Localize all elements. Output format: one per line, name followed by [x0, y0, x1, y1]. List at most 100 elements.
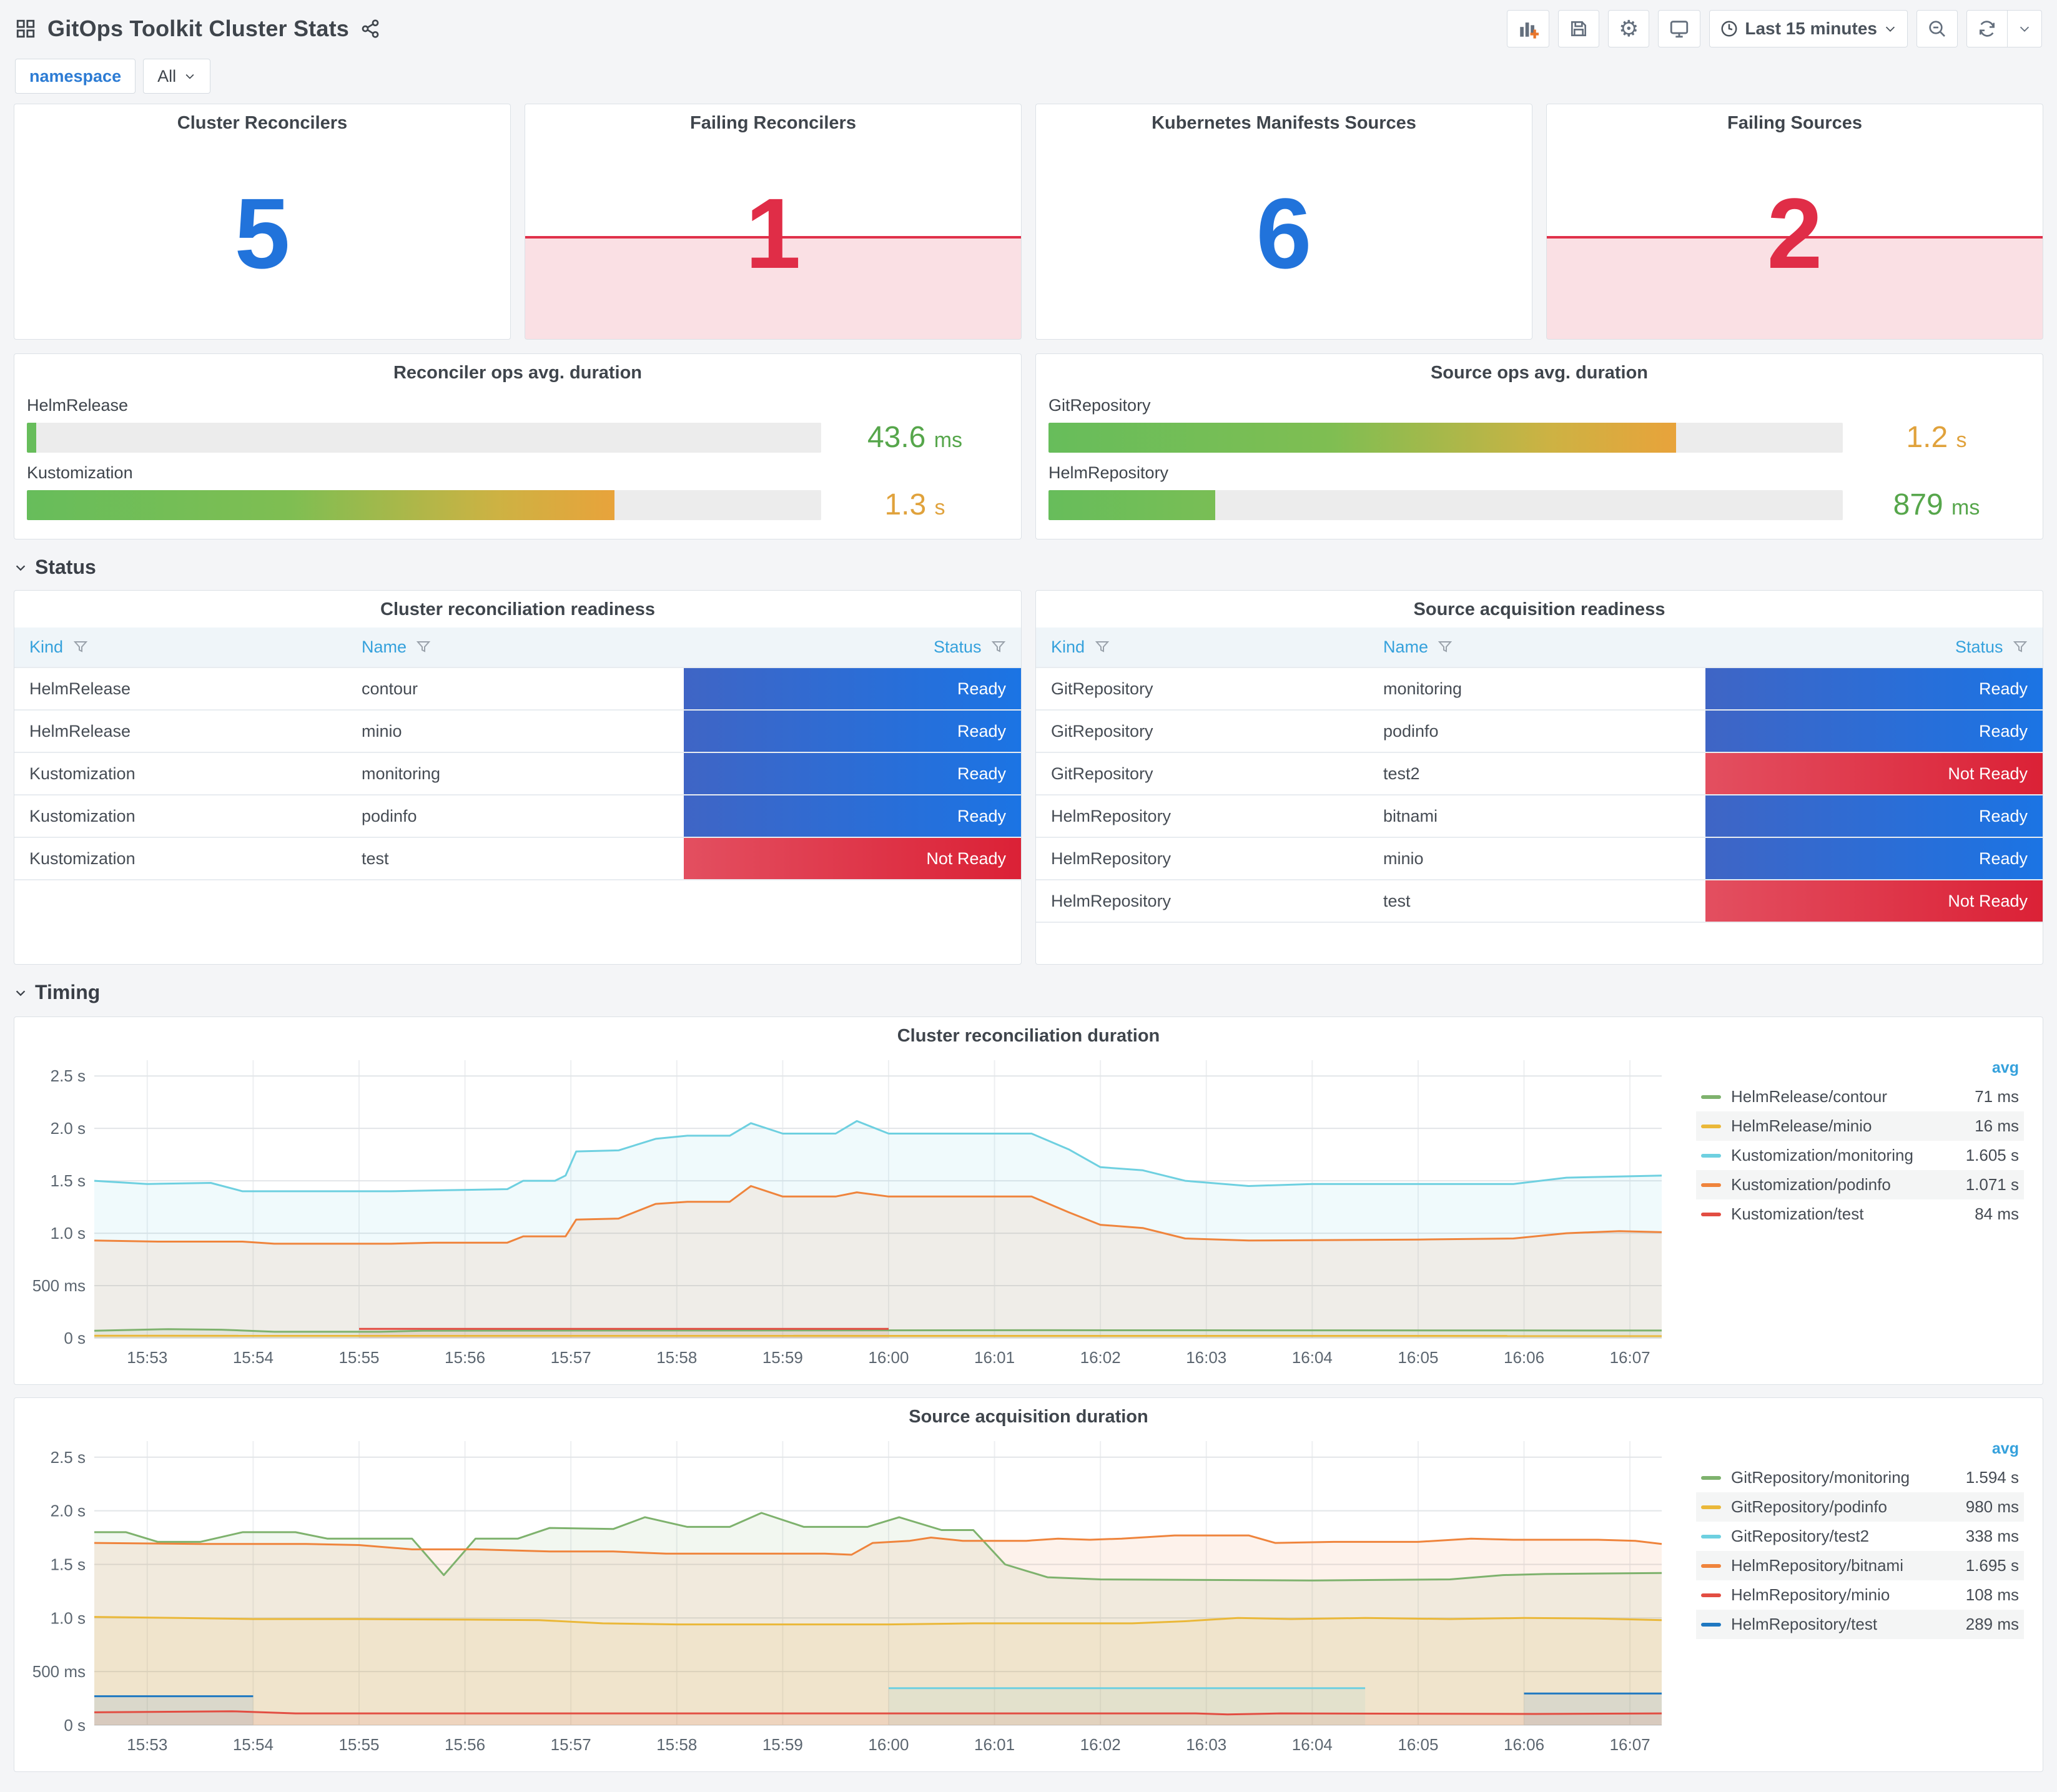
section-timing[interactable]: Timing [14, 981, 2043, 1004]
series-avg-value: 1.594 s [1965, 1468, 2019, 1487]
timeseries-plot[interactable]: 0 s 500 ms 1.0 s 1.5 s 2.0 s 2.5 s 15:53 15:54 1… [21, 1050, 1696, 1372]
series-color-marker [1701, 1475, 1721, 1480]
variable-namespace-label: namespace [15, 59, 136, 94]
apps-grid-icon[interactable] [15, 18, 36, 39]
svg-text:15:55: 15:55 [338, 1735, 379, 1754]
column-header-kind[interactable]: Kind [1036, 628, 1368, 667]
table-row: HelmRepository test Not Ready [1036, 879, 2043, 923]
dashboard-header: GitOps Toolkit Cluster Stats ⚙ [14, 0, 2043, 54]
legend-item[interactable]: HelmRelease/minio 16 ms [1696, 1111, 2024, 1141]
legend-item[interactable]: HelmRepository/minio 108 ms [1696, 1580, 2024, 1610]
series-color-marker [1701, 1095, 1721, 1099]
filter-icon[interactable] [2013, 639, 2028, 654]
panel-title: Cluster reconciliation readiness [380, 599, 655, 619]
svg-text:16:01: 16:01 [974, 1735, 1015, 1754]
status-badge: Ready [683, 668, 1021, 709]
cell-kind: HelmRelease [14, 709, 347, 753]
chart-cluster-reconciliation-duration[interactable]: Cluster reconciliation duration 0 s 500 m… [14, 1017, 2043, 1385]
cell-kind: Kustomization [14, 837, 347, 880]
chart-source-acquisition-duration[interactable]: Source acquisition duration 0 s 500 ms 1.0… [14, 1397, 2043, 1772]
column-header-kind[interactable]: Kind [14, 628, 347, 667]
legend-item[interactable]: HelmRelease/contour 71 ms [1696, 1082, 2024, 1111]
legend-item[interactable]: GitRepository/test2 338 ms [1696, 1522, 2024, 1551]
table-source-acquisition-readiness[interactable]: Source acquisition readiness Kind Name S… [1035, 590, 2043, 965]
share-icon[interactable] [360, 19, 380, 39]
filter-icon[interactable] [1095, 639, 1110, 654]
legend-item[interactable]: Kustomization/monitoring 1.605 s [1696, 1141, 2024, 1170]
legend-item[interactable]: Kustomization/podinfo 1.071 s [1696, 1170, 2024, 1199]
cell-status: Ready [1705, 709, 2043, 753]
cell-name: monitoring [346, 752, 684, 795]
column-header-name[interactable]: Name [1368, 628, 1705, 667]
dashboard-settings-button[interactable]: ⚙ [1608, 10, 1650, 47]
svg-text:15:53: 15:53 [127, 1348, 167, 1367]
gauge-fill [27, 490, 615, 520]
svg-text:1.0 s: 1.0 s [51, 1608, 86, 1627]
svg-text:16:02: 16:02 [1080, 1348, 1121, 1367]
cell-kind: GitRepository [1036, 709, 1368, 753]
series-color-marker [1701, 1563, 1721, 1568]
column-header-status[interactable]: Status [683, 628, 1021, 667]
refresh-interval-dropdown[interactable] [2008, 10, 2042, 47]
save-dashboard-button[interactable] [1558, 10, 1600, 47]
series-avg-value: 1.605 s [1965, 1146, 2019, 1164]
cell-name: test [1368, 879, 1705, 923]
svg-text:15:54: 15:54 [233, 1348, 274, 1367]
svg-text:16:06: 16:06 [1504, 1735, 1544, 1754]
filter-icon[interactable] [73, 639, 88, 654]
series-name: HelmRelease/contour [1731, 1087, 1888, 1106]
cycle-view-button[interactable] [1658, 10, 1701, 47]
column-header-status[interactable]: Status [1705, 628, 2043, 667]
legend-item[interactable]: HelmRepository/test 289 ms [1696, 1610, 2024, 1639]
chart-legend: avg GitRepository/monitoring 1.594 s Git… [1696, 1431, 2036, 1759]
gauge-reconciler-ops[interactable]: Reconciler ops avg. duration HelmRelease… [14, 353, 1022, 539]
legend-item[interactable]: GitRepository/monitoring 1.594 s [1696, 1463, 2024, 1492]
filter-icon[interactable] [416, 639, 431, 654]
section-status[interactable]: Status [14, 556, 2043, 579]
svg-text:15:58: 15:58 [656, 1735, 697, 1754]
refresh-button[interactable] [1966, 10, 2008, 47]
legend-item[interactable]: Kustomization/test 84 ms [1696, 1199, 2024, 1229]
gauge-row: HelmRepository 879 ms [1048, 463, 2030, 522]
gauge-label: HelmRelease [27, 396, 129, 415]
table-cluster-reconciliation-readiness[interactable]: Cluster reconciliation readiness Kind Na… [14, 590, 1022, 965]
legend-item[interactable]: HelmRepository/bitnami 1.695 s [1696, 1551, 2024, 1580]
column-header-name[interactable]: Name [346, 628, 684, 667]
chevron-down-icon [16, 990, 26, 996]
add-panel-button[interactable] [1507, 10, 1550, 47]
gauge-track [27, 422, 821, 453]
cell-kind: Kustomization [14, 752, 347, 795]
svg-text:15:58: 15:58 [656, 1348, 697, 1367]
gauge-source-ops[interactable]: Source ops avg. duration GitRepository 1… [1035, 353, 2043, 539]
gauge-track [1048, 490, 1843, 520]
panel-title: Source acquisition duration [909, 1407, 1148, 1427]
panel-title: Source ops avg. duration [1430, 363, 1649, 383]
legend-item[interactable]: GitRepository/podinfo 980 ms [1696, 1492, 2024, 1522]
stat-kubernetes-manifests-sources[interactable]: Kubernetes Manifests Sources 6 [1035, 104, 1532, 340]
filter-icon[interactable] [1438, 639, 1453, 654]
stat-failing-sources[interactable]: Failing Sources 2 [1546, 104, 2043, 340]
timeseries-plot[interactable]: 0 s 500 ms 1.0 s 1.5 s 2.0 s 2.5 s 15:53 15:54 1… [21, 1431, 1696, 1759]
chevron-down-icon [1885, 26, 1895, 32]
table-row: Kustomization test Not Ready [14, 837, 1021, 880]
cell-name: contour [346, 667, 684, 711]
cell-kind: Kustomization [14, 794, 347, 838]
variable-namespace-select[interactable]: All [143, 59, 211, 94]
stat-cluster-reconcilers[interactable]: Cluster Reconcilers 5 [14, 104, 511, 340]
filter-icon[interactable] [991, 639, 1006, 654]
status-badge: Ready [1705, 838, 2043, 879]
svg-text:15:57: 15:57 [551, 1348, 591, 1367]
chevron-down-icon [16, 564, 26, 571]
table-header-row: Kind Name Status [14, 628, 1021, 667]
table-row: GitRepository podinfo Ready [1036, 709, 2043, 753]
cell-kind: GitRepository [1036, 752, 1368, 795]
variable-namespace-value: All [157, 66, 177, 86]
cell-status: Ready [683, 709, 1021, 753]
stat-failing-reconcilers[interactable]: Failing Reconcilers 1 [525, 104, 1022, 340]
series-color-marker [1701, 1593, 1721, 1597]
zoom-out-button[interactable] [1916, 10, 1958, 47]
time-range-picker[interactable]: Last 15 minutes [1709, 10, 1908, 47]
svg-text:15:59: 15:59 [762, 1735, 803, 1754]
gauge-fill [27, 422, 37, 453]
svg-text:16:00: 16:00 [868, 1348, 909, 1367]
